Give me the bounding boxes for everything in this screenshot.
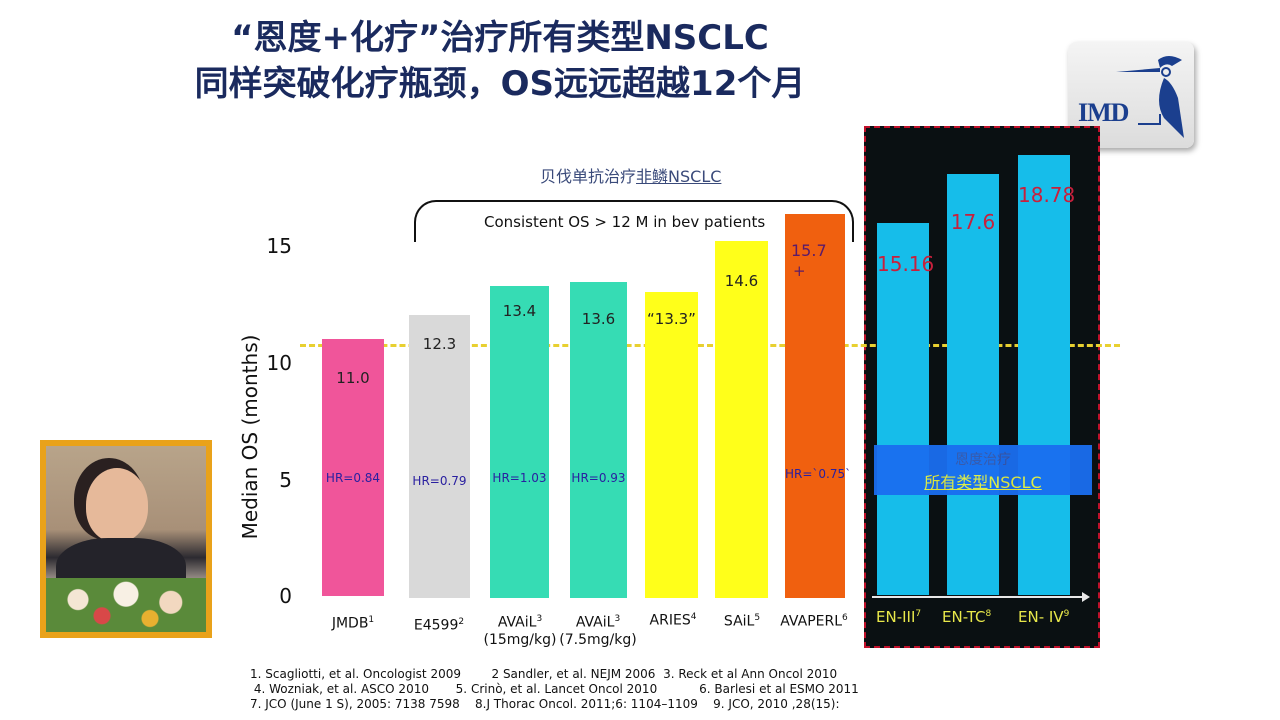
bar-jmdb: 11.0 HR=0.84 bbox=[322, 339, 384, 596]
bar-value: 13.4 bbox=[502, 302, 537, 320]
bar-sail: 14.6 bbox=[715, 241, 768, 598]
reference-line: 7. JCO (June 1 S), 2005: 7138 7598 8.J T… bbox=[250, 697, 840, 711]
hazard-ratio: HR=0.84 bbox=[325, 471, 381, 485]
bar-value-plus: + bbox=[793, 262, 806, 280]
hazard-ratio: HR=0.93 bbox=[571, 471, 626, 485]
endostar-banner: 恩度治疗 所有类型NSCLC bbox=[874, 445, 1092, 495]
reference-dashed-line bbox=[300, 344, 1120, 347]
x-label-en-iv: EN- IV9 bbox=[1018, 608, 1070, 626]
subtitle-underlined: 非鳞NSCLC bbox=[636, 167, 722, 186]
x-label-avail-15: AVAiL3 (15mg/kg) bbox=[483, 614, 557, 648]
bar-avail-15: 13.4 HR=1.03 bbox=[490, 286, 549, 598]
banner-line2: 所有类型NSCLC bbox=[924, 473, 1042, 492]
hazard-ratio: HR=1.03 bbox=[492, 471, 547, 485]
bar-en-iii: 15.16 bbox=[877, 223, 935, 595]
x-label-sail: SAiL5 bbox=[723, 613, 761, 630]
references: 1. Scagliotti, et al. Oncologist 2009 2 … bbox=[250, 667, 859, 712]
y-tick-0: 0 bbox=[279, 584, 292, 608]
bar-value: 12.3 bbox=[422, 335, 457, 353]
bar-aries: “13.3” bbox=[645, 292, 698, 598]
hazard-ratio: HR=`0.75` bbox=[785, 467, 852, 481]
x-label-aries: ARIES4 bbox=[649, 612, 697, 629]
slide-title-line1: “恩度+化疗”治疗所有类型NSCLC bbox=[231, 18, 769, 58]
bar-e4599: 12.3 HR=0.79 bbox=[409, 315, 470, 598]
bar-en-iv: 18.78 bbox=[1018, 155, 1076, 595]
kingfisher-bird-icon bbox=[1116, 56, 1184, 138]
bar-en-tc: 17.6 bbox=[947, 174, 999, 595]
y-tick-10: 10 bbox=[266, 351, 292, 375]
speaker-photo bbox=[40, 440, 212, 638]
reference-line: 4. Wozniak, et al. ASCO 2010 5. Crinò, e… bbox=[250, 682, 859, 696]
en-x-axis bbox=[872, 596, 1084, 598]
banner-line1: 恩度治疗 bbox=[955, 452, 1011, 468]
y-tick-15: 15 bbox=[266, 234, 292, 258]
reference-line: 1. Scagliotti, et al. Oncologist 2009 2 … bbox=[250, 667, 838, 681]
bar-value: 11.0 bbox=[336, 369, 370, 387]
bracket bbox=[414, 200, 854, 242]
x-label-en-tc: EN-TC8 bbox=[942, 608, 992, 626]
bar-value: 13.6 bbox=[581, 310, 616, 328]
bar-value: 18.78 bbox=[1018, 183, 1076, 207]
y-tick-5: 5 bbox=[279, 468, 292, 492]
subtitle-text: 贝伐单抗治疗 bbox=[540, 167, 637, 186]
axis-arrow-icon bbox=[1082, 592, 1090, 602]
x-label-avaperl: AVAPERL6 bbox=[780, 613, 848, 630]
chart-subtitle: 贝伐单抗治疗非鳞NSCLC bbox=[540, 163, 721, 187]
bar-value: 17.6 bbox=[950, 210, 996, 234]
slide-title-line2: 同样突破化疗瓶颈，OS远远超越12个月 bbox=[194, 64, 806, 104]
y-axis-label: Median OS (months) bbox=[238, 334, 262, 540]
bar-value: 15.16 bbox=[877, 252, 935, 276]
logo-text: IMD bbox=[1078, 98, 1129, 127]
x-label-en-iii: EN-III7 bbox=[876, 608, 922, 626]
bar-avail-7-5: 13.6 HR=0.93 bbox=[570, 282, 627, 598]
x-label-jmdb: JMDB1 bbox=[331, 615, 375, 632]
x-label-avail-7-5: AVAiL3 (7.5mg/kg) bbox=[559, 614, 637, 648]
bar-value: 14.6 bbox=[724, 272, 759, 290]
x-label-e4599: E45992 bbox=[413, 617, 465, 634]
bracket-annotation: Consistent OS > 12 M in bev patients bbox=[484, 213, 766, 231]
bar-value: 15.7 bbox=[791, 241, 827, 260]
hazard-ratio: HR=0.79 bbox=[412, 474, 467, 488]
bar-avaperl: 15.7 + HR=`0.75` bbox=[785, 214, 852, 598]
bar-value: “13.3” bbox=[647, 310, 696, 328]
